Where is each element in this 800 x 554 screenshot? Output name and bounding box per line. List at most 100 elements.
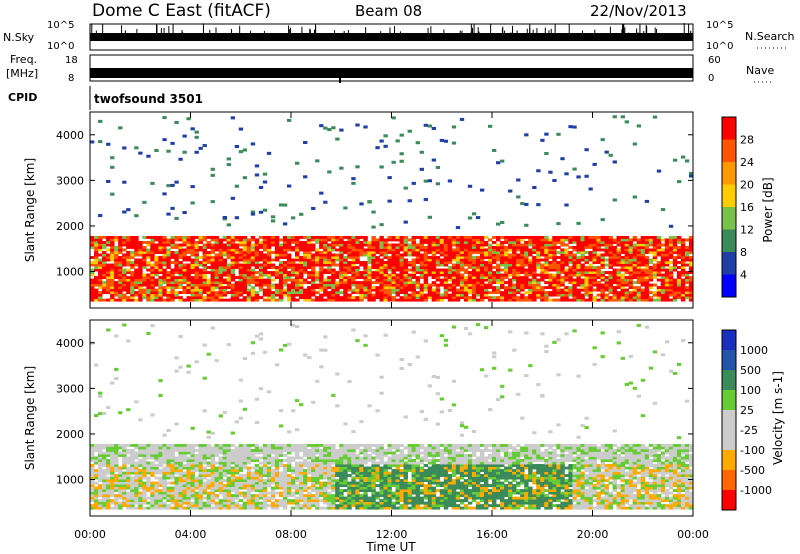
heatmap-cell (339, 261, 344, 264)
heatmap-cell (331, 293, 336, 297)
heatmap-cell (118, 238, 123, 242)
heatmap-cell (359, 263, 364, 267)
heatmap-cell (282, 499, 288, 503)
heatmap-cell (327, 263, 332, 267)
heatmap-cell (218, 271, 224, 274)
heatmap-cell (226, 491, 232, 495)
heatmap-cell (536, 286, 541, 290)
heatmap-cell (138, 451, 143, 455)
heatmap-cell (455, 258, 461, 262)
heatmap-cell (278, 251, 284, 254)
heatmap-cell (628, 268, 634, 272)
heatmap-cell (198, 479, 203, 482)
heatmap-cell (500, 253, 505, 257)
heatmap-cell (311, 286, 316, 290)
heatmap-cell (134, 481, 139, 485)
heatmap-cell (608, 286, 613, 290)
heatmap-cell (399, 238, 404, 242)
heatmap-cell (114, 268, 119, 272)
heatmap-cell (680, 273, 686, 277)
heatmap-cell (359, 271, 364, 274)
heatmap-cell (150, 251, 155, 254)
heatmap-cell (339, 256, 344, 259)
heatmap-cell (130, 251, 135, 254)
heatmap-cell (210, 273, 216, 277)
heatmap-cell (262, 489, 268, 493)
heatmap-cell (648, 298, 654, 302)
heatmap-cell (118, 486, 123, 490)
heatmap-cell (134, 246, 139, 249)
heatmap-cell (178, 256, 183, 259)
heatmap-cell (544, 291, 549, 295)
heatmap-cell (274, 291, 280, 295)
heatmap-cell (636, 291, 642, 295)
heatmap-cell (190, 298, 195, 302)
heatmap-cell (592, 268, 597, 272)
heatmap-cell (254, 173, 260, 177)
heatmap-cell (387, 298, 392, 302)
heatmap-cell (110, 481, 115, 485)
heatmap-cell (411, 273, 417, 277)
heatmap-cell (528, 298, 533, 302)
heatmap-cell (584, 148, 589, 152)
heatmap-cell (624, 291, 630, 295)
heatmap-cell (130, 271, 135, 274)
heatmap-cell (536, 240, 541, 244)
heatmap-cell (270, 443, 276, 447)
heatmap-cell (110, 489, 115, 493)
heatmap-cell (536, 273, 541, 277)
heatmap-cell (620, 286, 626, 290)
heatmap-cell (114, 334, 119, 338)
heatmap-cell (672, 268, 678, 272)
heatmap-cell (592, 296, 597, 300)
heatmap-cell (258, 296, 264, 300)
heatmap-cell (656, 268, 662, 272)
heatmap-cell (218, 448, 224, 452)
heatmap-cell (431, 281, 437, 285)
heatmap-cell (492, 148, 497, 152)
heatmap-cell (122, 258, 127, 262)
heatmap-cell (122, 283, 127, 287)
heatmap-cell (500, 251, 505, 254)
heatmap-cell (411, 266, 417, 269)
heatmap-cell (568, 251, 573, 254)
heatmap-cell (150, 504, 155, 508)
heatmap-cell (106, 406, 111, 410)
heatmap-cell (238, 243, 244, 247)
heatmap-cell (106, 471, 111, 475)
heatmap-cell (540, 278, 545, 282)
heatmap-cell (158, 238, 163, 242)
heatmap-cell (475, 288, 481, 292)
heatmap-cell (588, 296, 593, 300)
heatmap-cell (443, 238, 449, 242)
heatmap-cell (250, 474, 256, 477)
heatmap-cell (528, 291, 533, 295)
heatmap-cell (178, 365, 183, 369)
heatmap-cell (471, 246, 477, 249)
heatmap-cell (154, 494, 159, 498)
heatmap-cell (443, 276, 449, 279)
heatmap-cell (512, 261, 517, 264)
heatmap-cell (114, 288, 119, 292)
heatmap-cell (118, 286, 123, 290)
heatmap-cell (262, 298, 268, 302)
heatmap-cell (596, 253, 601, 257)
heatmap-cell (270, 506, 276, 510)
heatmap-cell (475, 243, 481, 247)
heatmap-cell (451, 256, 457, 259)
heatmap-cell (130, 504, 135, 508)
heatmap-cell (327, 243, 332, 247)
heatmap-cell (367, 248, 372, 252)
heatmap-cell (162, 192, 167, 196)
heatmap-cell (254, 486, 260, 490)
heatmap-cell (355, 261, 360, 264)
heatmap-cell (106, 489, 111, 493)
heatmap-cell (688, 248, 694, 252)
heatmap-cell (644, 238, 650, 242)
heatmap-cell (492, 281, 497, 285)
heatmap-cell (246, 499, 252, 503)
heatmap-cell (286, 271, 292, 274)
heatmap-cell (592, 276, 597, 279)
heatmap-cell (186, 499, 191, 503)
heatmap-cell (291, 263, 296, 267)
